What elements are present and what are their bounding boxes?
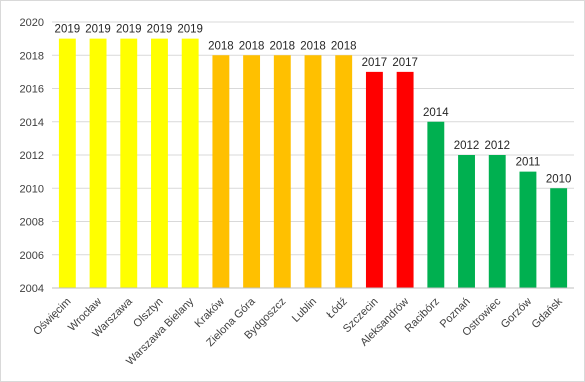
- bar: [181, 38, 199, 288]
- bar: [458, 155, 475, 288]
- data-label: 2018: [300, 40, 326, 52]
- bar: [488, 155, 506, 288]
- y-tick-label: 2012: [20, 150, 44, 162]
- data-label: 2012: [484, 140, 510, 152]
- data-label: 2018: [269, 40, 295, 52]
- y-tick-label: 2018: [20, 50, 44, 62]
- bar: [89, 38, 107, 288]
- bar: [120, 38, 138, 288]
- bar: [273, 55, 291, 288]
- y-tick-label: 2006: [20, 250, 44, 262]
- y-tick-labels: 2004 2006 2008 2010 2012 2014 2016 2018 2020: [20, 17, 44, 295]
- data-label: 2012: [454, 140, 480, 152]
- category-label: Lublin: [290, 296, 319, 325]
- data-label: 2019: [116, 24, 142, 36]
- bars: [58, 38, 568, 288]
- bar: [151, 38, 168, 288]
- data-labels: 2019 2019 2019 2019 2019 2018 2018 2018 2018 2018…: [55, 24, 572, 186]
- data-label: 2019: [177, 24, 203, 36]
- data-label: 2018: [208, 40, 234, 52]
- bar: [365, 71, 383, 288]
- bar: [212, 55, 230, 288]
- bar: [427, 121, 445, 288]
- y-tick-label: 2004: [20, 283, 44, 295]
- data-label: 2019: [147, 24, 173, 36]
- category-label: Racibórz: [403, 296, 442, 335]
- bar: [550, 188, 568, 288]
- y-tick-label: 2008: [20, 217, 44, 229]
- bar: [335, 55, 353, 288]
- data-label: 2014: [423, 107, 449, 119]
- bar: [519, 171, 537, 288]
- data-label: 2011: [516, 157, 541, 169]
- bar: [58, 38, 76, 288]
- bar: [243, 55, 261, 288]
- data-label: 2018: [331, 40, 357, 52]
- y-tick-label: 2020: [20, 17, 44, 29]
- bar: [396, 71, 414, 288]
- y-tick-label: 2016: [20, 84, 44, 96]
- y-tick-label: 2014: [20, 117, 44, 129]
- category-label: Oświęcim: [31, 296, 73, 338]
- data-label: 2010: [546, 173, 572, 185]
- bar: [304, 55, 322, 288]
- category-label: Łódź: [324, 296, 349, 321]
- data-label: 2017: [392, 57, 418, 69]
- data-label: 2019: [85, 24, 111, 36]
- data-label: 2018: [239, 40, 265, 52]
- data-label: 2017: [362, 57, 388, 69]
- data-label: 2019: [55, 24, 81, 36]
- category-label: Gorzów: [499, 296, 534, 331]
- y-tick-label: 2010: [20, 183, 44, 195]
- category-label: Gdańsk: [529, 295, 565, 331]
